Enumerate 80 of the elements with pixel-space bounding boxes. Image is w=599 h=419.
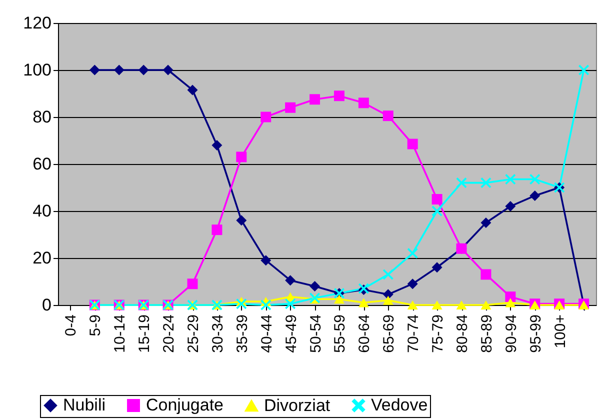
point (187, 84, 198, 96)
point (212, 140, 222, 150)
x-tick-label: 70-74 (405, 314, 422, 353)
x-tick-label: 80-84 (454, 314, 471, 353)
x-tick-label: 25-29 (185, 314, 202, 353)
legend-label: Divorziat (264, 396, 330, 415)
point (138, 64, 149, 76)
point (358, 298, 369, 308)
point (310, 280, 320, 292)
point (456, 178, 467, 188)
point (236, 215, 247, 226)
point (187, 278, 198, 290)
x-tick-label: 15-19 (136, 314, 154, 353)
point (310, 94, 320, 105)
point (407, 300, 418, 310)
point (260, 112, 272, 122)
y-tick-label: 60 (32, 154, 52, 174)
point (505, 292, 516, 302)
x-tick-label: 90-94 (502, 314, 520, 353)
y-tick-label: 120 (23, 14, 52, 32)
point (285, 298, 296, 310)
legend-label: Conjugate (146, 396, 224, 415)
x-tick-label: 45-49 (282, 314, 300, 353)
point (334, 294, 344, 304)
y-tick-label: 20 (32, 248, 52, 268)
y-tick-label: 80 (32, 108, 52, 126)
y-tick-label: 100 (23, 60, 52, 80)
point (578, 64, 590, 76)
point (89, 64, 100, 76)
x-tick-label: 35-39 (234, 314, 251, 353)
point (285, 275, 296, 286)
point (260, 255, 272, 266)
point (382, 269, 394, 280)
y-tick-label: 0 (42, 296, 52, 314)
point (260, 300, 272, 310)
x-tick-label: 30-34 (209, 314, 226, 353)
point (236, 152, 247, 162)
point (530, 190, 540, 201)
point (358, 98, 369, 108)
point (505, 298, 516, 308)
x-tick-label: 85-89 (478, 314, 496, 353)
x-tick-label: 60-64 (356, 314, 374, 353)
y-tick-label: 40 (32, 202, 52, 220)
point (480, 178, 492, 188)
x-tick-label: 65-69 (380, 314, 398, 353)
x-tick-label: 20-24 (160, 314, 178, 353)
point (505, 174, 516, 185)
legend-label: Nubili (63, 396, 106, 415)
point (480, 300, 492, 310)
point (382, 289, 394, 300)
x-tick-label: 50-54 (307, 314, 324, 353)
point (407, 138, 418, 150)
point (456, 300, 467, 310)
x-tick-label: 75-79 (430, 314, 447, 353)
x-tick-label: 10-14 (112, 314, 129, 353)
point (432, 206, 442, 216)
point (334, 90, 344, 102)
x-tick-label: 95-99 (527, 314, 544, 353)
point (432, 262, 442, 273)
point (432, 194, 442, 204)
x-tick-label: 55-59 (332, 314, 349, 353)
point (432, 300, 442, 310)
legend-label: Vedove (371, 396, 428, 415)
point (480, 218, 492, 228)
x-tick-label: 0-4 (62, 314, 80, 336)
point (285, 102, 296, 113)
x-tick-label: 100+ (552, 314, 569, 348)
point (236, 298, 247, 310)
point (162, 64, 174, 76)
point (114, 64, 124, 76)
point (505, 201, 516, 212)
point (407, 278, 418, 290)
point (212, 224, 222, 236)
point (530, 174, 540, 185)
point (407, 248, 418, 259)
point (382, 296, 394, 305)
point (382, 110, 394, 122)
x-tick-label: 40-44 (258, 314, 276, 353)
point (480, 269, 492, 280)
x-tick-label: 5-9 (87, 314, 104, 336)
